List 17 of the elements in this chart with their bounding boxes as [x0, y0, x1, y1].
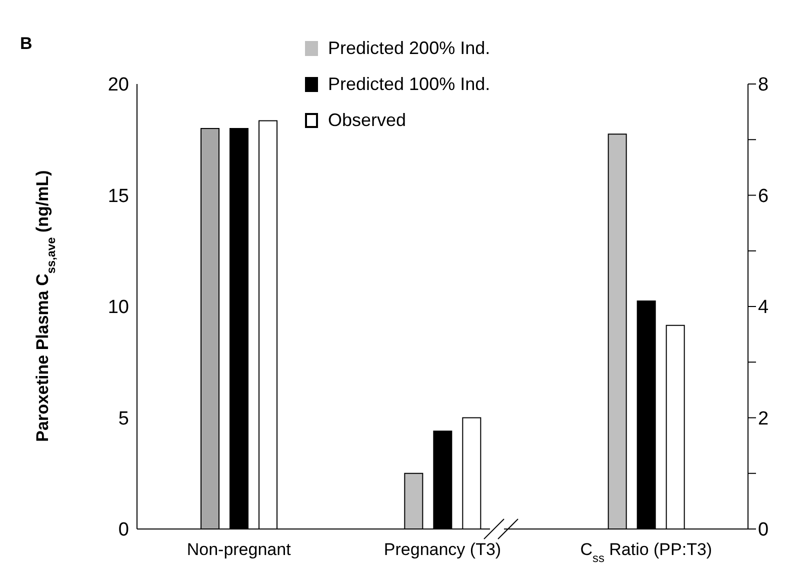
x-tick-label: Non-pregnant — [186, 540, 292, 559]
y2-tick-label: 8 — [758, 74, 769, 96]
legend-label: Observed — [328, 110, 406, 130]
y-tick-label: 15 — [108, 186, 129, 207]
x-tick-label: Pregnancy (T3) — [384, 540, 502, 559]
chart-title: B — [20, 34, 32, 53]
legend-label: Predicted 200% Ind. — [328, 38, 490, 58]
y-tick-label: 5 — [118, 408, 129, 430]
x-tick-label: C$_{ss}$ Ratio (PP:T3) — [580, 540, 712, 565]
y2-tick-label: 0 — [758, 520, 769, 541]
y-tick-label: 20 — [108, 74, 129, 96]
legend-label: Predicted 100% Ind. — [328, 74, 490, 94]
y-tick-label: 10 — [108, 297, 129, 318]
y-tick-label: 0 — [118, 520, 129, 541]
y2-tick-label: 4 — [758, 297, 769, 318]
y2-tick-label: 2 — [758, 408, 769, 430]
y2-tick-label: 6 — [758, 186, 769, 207]
